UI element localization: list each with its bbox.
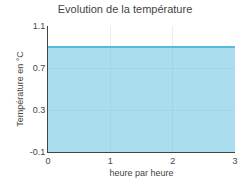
svg-text:0.3: 0.3 [33,105,46,115]
svg-text:2: 2 [170,156,175,166]
svg-text:heure par heure: heure par heure [109,168,173,178]
svg-text:1.1: 1.1 [33,21,46,31]
svg-text:1: 1 [108,156,113,166]
svg-text:0: 0 [45,156,50,166]
svg-text:-0.1: -0.1 [30,147,46,157]
svg-text:Température en °C: Température en °C [15,51,25,127]
svg-text:3: 3 [232,156,237,166]
svg-text:0.7: 0.7 [33,63,46,73]
svg-text:Evolution de la température: Evolution de la température [58,3,193,15]
